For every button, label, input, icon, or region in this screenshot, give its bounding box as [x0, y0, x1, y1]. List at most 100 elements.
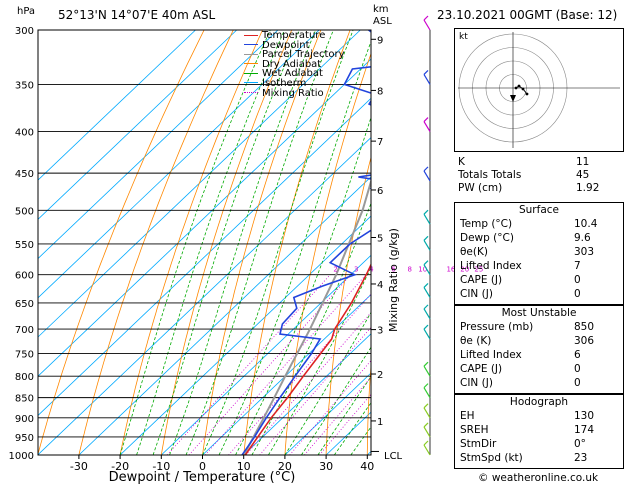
km-tick-label: 3	[377, 326, 383, 337]
wind-barb	[423, 121, 431, 132]
isotherm	[202, 293, 371, 455]
wind-barb-flag	[423, 209, 429, 215]
km-tick-label: 1	[377, 417, 383, 428]
row-label: θe (K)	[460, 335, 492, 347]
row-label: StmSpd (kt)	[460, 452, 523, 464]
index-label: PW (cm)	[458, 182, 503, 194]
surface-title: Surface	[518, 204, 559, 216]
wind-barb-flag	[423, 361, 429, 367]
wet-adiabat	[202, 30, 354, 455]
mu-row: Pressure (mb) 850	[455, 320, 623, 334]
km-tick-label: 6	[377, 186, 383, 197]
mixing-ratio-line	[228, 293, 371, 455]
hodograph-unit: kt	[459, 32, 468, 42]
mixing-ratio-label: 10	[418, 266, 427, 274]
row-value: 0	[574, 288, 581, 300]
skewt-profiles	[241, 30, 371, 455]
pressure-tick-label: 650	[15, 299, 34, 310]
hodo-row: SREH 174	[455, 423, 623, 437]
legend-item: Dewpoint	[244, 39, 345, 51]
km-axis: 1 2 3 4 5 6 7 8 9	[371, 35, 383, 452]
row-label: CIN (J)	[460, 377, 493, 389]
index-row: PW (cm) 1.92	[454, 182, 624, 195]
row-value: 23	[574, 452, 588, 464]
row-value: 303	[574, 246, 595, 258]
temperature-profile	[244, 262, 371, 455]
mixing-ratio-axis-title: Mixing Ratio (g/kg)	[387, 228, 400, 332]
pressure-tick-label: 400	[15, 128, 34, 139]
wind-barb-flag	[423, 422, 429, 428]
legend-label: Temperature	[262, 30, 326, 41]
credit[interactable]: © weatheronline.co.uk	[478, 472, 599, 484]
km-tick-label: 5	[377, 233, 383, 244]
row-value: 130	[574, 410, 595, 422]
wind-barb	[423, 170, 431, 182]
legend-item: Isotherm	[244, 78, 345, 89]
isotherm	[38, 137, 371, 455]
hodograph-line	[515, 85, 528, 95]
pressure-axis: 300 350 400 450 500 550 600 650 700 750 800 850 900 9…	[9, 26, 34, 462]
wind-barb-flag	[423, 260, 429, 266]
wind-barb-flag	[423, 283, 429, 288]
hodograph-table-title: Hodograph	[509, 396, 569, 408]
row-label: EH	[460, 410, 475, 422]
km-tick-label: 4	[377, 280, 383, 291]
row-label: Pressure (mb)	[460, 321, 534, 333]
legend-label: Dry Adiabat	[262, 58, 322, 70]
legend-label: Dewpoint	[262, 39, 310, 51]
legend-label: Parcel Trajectory	[262, 49, 345, 61]
wind-barb-flag	[423, 403, 429, 409]
x-axis-title: Dewpoint / Temperature (°C)	[109, 470, 296, 485]
temperature-tick-label: 20	[278, 460, 292, 473]
hodograph-point	[514, 86, 518, 90]
km-label: km	[373, 4, 389, 15]
mu-row: CAPE (J) 0	[455, 362, 623, 376]
hodograph-table-box: Hodograph EH 130 SREH 174 StmDir 0° StmSpd …	[454, 394, 624, 469]
km-tick-label: 2	[377, 370, 383, 381]
surface-row: θe(K) 303	[455, 245, 623, 259]
legend-label: Wet Adiabat	[262, 68, 323, 80]
temperature-tick-label: -20	[111, 460, 129, 473]
pressure-tick-label: 500	[15, 206, 34, 217]
isotherm	[38, 30, 196, 181]
dry-adiabat	[38, 30, 205, 455]
isotherm	[78, 176, 371, 455]
wet-adiabat	[152, 30, 300, 455]
storm-motion-icon	[510, 95, 516, 102]
surface-row: Lifted Index 7	[455, 259, 623, 273]
wind-barb-flag	[423, 235, 429, 241]
wind-barb-flag	[423, 324, 429, 330]
isotherm	[38, 30, 238, 220]
legend-line	[244, 92, 258, 94]
mixing-ratio-label: 3	[354, 266, 358, 274]
index-row: K 11	[454, 156, 624, 169]
dry-adiabat	[366, 360, 371, 455]
pressure-tick-label: 750	[15, 349, 34, 360]
row-label: CAPE (J)	[460, 363, 503, 375]
pressure-tick-label: 950	[15, 433, 34, 444]
mixing-ratio-line	[204, 274, 367, 455]
hodo-row: EH 130	[455, 409, 623, 423]
temperature-tick-label: -30	[70, 460, 88, 473]
mixing-ratio-label: 4	[369, 266, 374, 274]
row-label: Dewp (°C)	[460, 232, 514, 244]
wind-barb	[423, 308, 431, 320]
mixing-ratio-label: 16	[446, 266, 455, 274]
wind-barb-flag	[423, 304, 429, 310]
hodograph-point	[517, 84, 521, 88]
wind-barb	[423, 213, 431, 225]
wind-barb	[423, 19, 431, 31]
pressure-tick-label: 800	[15, 372, 34, 383]
legend-item: Parcel Trajectory	[244, 50, 345, 60]
row-value: 0	[574, 377, 581, 389]
surface-row: Temp (°C) 10.4	[455, 217, 623, 231]
wind-barb	[423, 287, 431, 298]
pressure-tick-label: 450	[15, 169, 34, 180]
wind-barb-flag	[423, 166, 429, 172]
isotherm	[38, 30, 361, 338]
hodo-row: StmSpd (kt) 23	[455, 451, 623, 465]
pressure-tick-label: 300	[15, 26, 34, 37]
asl-label: ASL	[373, 16, 392, 27]
wind-barb	[423, 264, 431, 275]
